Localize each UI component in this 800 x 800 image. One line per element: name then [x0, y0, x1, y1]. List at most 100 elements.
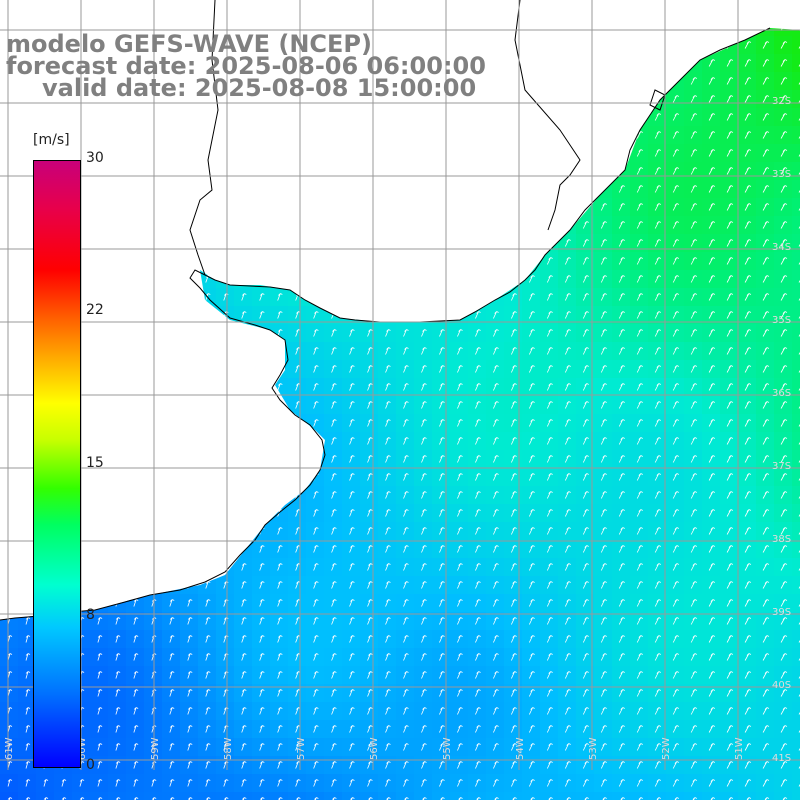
- wind-arrow: [690, 113, 698, 121]
- wind-arrow: [744, 545, 752, 553]
- wind-arrow: [708, 689, 716, 697]
- wind-arrow: [780, 689, 788, 697]
- wind-arrow: [744, 239, 752, 247]
- wind-arrow: [618, 707, 625, 715]
- wind-arrow: [780, 275, 788, 283]
- wind-cell: [198, 792, 216, 800]
- wind-arrow: [439, 527, 445, 535]
- wind-arrow: [618, 671, 625, 679]
- wind-arrow: [313, 725, 319, 733]
- wind-arrow: [618, 401, 625, 409]
- wind-arrow: [367, 635, 373, 643]
- wind-arrow: [493, 545, 499, 553]
- wind-arrow: [421, 707, 427, 715]
- wind-arrow: [457, 599, 463, 607]
- wind-arrow: [25, 671, 31, 679]
- wind-arrow: [744, 329, 752, 337]
- wind-arrow: [403, 545, 409, 553]
- wind-arrow: [708, 491, 716, 499]
- wind-arrow: [493, 329, 499, 337]
- wind-arrow: [79, 779, 85, 787]
- wind-arrow: [672, 779, 680, 787]
- wind-arrow: [277, 761, 283, 769]
- wind-arrow: [493, 347, 499, 355]
- wind-arrow: [654, 131, 661, 139]
- wind-arrow: [618, 617, 625, 625]
- wind-arrow: [672, 545, 680, 553]
- wind-arrow: [582, 563, 589, 571]
- wind-arrow: [241, 635, 247, 643]
- wind-arrow: [780, 329, 788, 337]
- wind-arrow: [744, 509, 752, 517]
- wind-arrow: [672, 257, 680, 265]
- wind-arrow: [169, 599, 175, 607]
- wind-arrow: [546, 599, 553, 607]
- wind-cell: [414, 792, 432, 800]
- wind-arrow: [582, 581, 589, 589]
- wind-arrow: [690, 455, 698, 463]
- wind-arrow: [708, 149, 716, 157]
- wind-arrow: [546, 329, 553, 337]
- wind-arrow: [187, 761, 193, 769]
- wind-arrow: [511, 365, 517, 373]
- wind-arrow: [97, 689, 103, 697]
- wind-arrow: [780, 437, 788, 445]
- wind-arrow: [457, 509, 463, 517]
- wind-arrow: [331, 563, 337, 571]
- wind-arrow: [636, 275, 643, 283]
- wind-arrow: [654, 473, 661, 481]
- wind-arrow: [331, 329, 337, 337]
- wind-arrow: [528, 743, 535, 751]
- wind-arrow: [475, 473, 481, 481]
- wind-cell: [180, 792, 198, 800]
- wind-arrow: [636, 671, 643, 679]
- wind-arrow: [475, 437, 481, 445]
- wind-arrow: [439, 329, 445, 337]
- wind-arrow: [672, 725, 680, 733]
- lat-lon-grid: [0, 0, 800, 770]
- wind-arrow: [654, 707, 661, 715]
- wind-arrow: [672, 617, 680, 625]
- wind-arrow: [349, 653, 355, 661]
- wind-cell: [792, 468, 800, 486]
- wind-arrow: [493, 581, 499, 589]
- wind-arrow: [511, 617, 517, 625]
- wind-cell: [792, 774, 800, 792]
- wind-arrow: [403, 599, 409, 607]
- wind-arrow: [654, 725, 661, 733]
- colorbar-tick-8: 8: [86, 607, 95, 623]
- wind-arrow: [313, 635, 319, 643]
- wind-arrow: [708, 599, 716, 607]
- wind-arrow: [475, 635, 481, 643]
- wind-arrow: [367, 671, 373, 679]
- wind-arrow: [314, 797, 319, 800]
- wind-arrow: [582, 599, 589, 607]
- wind-arrow: [367, 437, 373, 445]
- wind-arrow: [403, 365, 409, 373]
- wind-arrow: [672, 491, 680, 499]
- lat-label: 40S: [772, 680, 791, 691]
- wind-arrow: [654, 221, 661, 229]
- wind-arrow: [546, 707, 553, 715]
- wind-arrow: [618, 365, 625, 373]
- wind-arrow: [439, 401, 445, 409]
- wind-arrow: [511, 383, 517, 391]
- wind-arrow: [636, 347, 643, 355]
- wind-arrow: [439, 509, 445, 517]
- wind-arrow: [726, 77, 734, 85]
- wind-arrow: [457, 761, 463, 769]
- wind-arrow: [205, 743, 211, 751]
- wind-arrow: [259, 581, 265, 589]
- wind-arrow: [762, 401, 770, 409]
- wind-arrow: [475, 401, 481, 409]
- wind-arrow: [780, 113, 788, 121]
- wind-arrow: [636, 761, 643, 769]
- wind-arrow: [277, 725, 283, 733]
- wind-arrow: [493, 365, 499, 373]
- wind-arrow: [349, 401, 355, 409]
- wind-arrow: [133, 761, 139, 769]
- wind-arrow: [726, 203, 734, 211]
- wind-arrow: [564, 491, 571, 499]
- wind-arrow: [367, 527, 373, 535]
- wind-arrow: [654, 779, 661, 787]
